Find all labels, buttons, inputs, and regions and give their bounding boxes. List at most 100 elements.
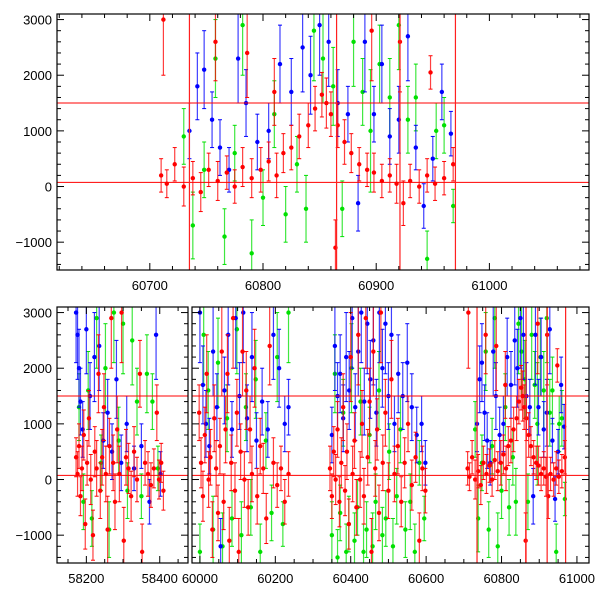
data-point-red bbox=[428, 55, 433, 90]
data-point-green bbox=[286, 307, 291, 364]
marker bbox=[356, 332, 361, 338]
x-tick-label: 60000 bbox=[182, 571, 218, 586]
marker bbox=[550, 438, 555, 443]
marker bbox=[389, 377, 394, 382]
data-point-blue bbox=[518, 307, 523, 369]
data-point-red bbox=[331, 426, 336, 478]
marker bbox=[332, 343, 338, 349]
data-point-red bbox=[281, 133, 286, 174]
marker bbox=[428, 70, 433, 75]
data-point-blue bbox=[218, 517, 223, 563]
x-tick-label: 60800 bbox=[245, 278, 281, 293]
marker bbox=[365, 455, 370, 460]
marker bbox=[483, 332, 488, 338]
marker bbox=[503, 382, 508, 388]
marker bbox=[501, 421, 506, 427]
data-point-red bbox=[244, 14, 250, 98]
marker bbox=[112, 499, 118, 504]
data-point-red bbox=[492, 440, 497, 481]
marker bbox=[230, 315, 236, 321]
data-point-red bbox=[374, 398, 380, 461]
data-point-red bbox=[553, 451, 559, 486]
marker bbox=[413, 95, 419, 100]
data-point-blue bbox=[300, 14, 305, 93]
marker bbox=[386, 449, 392, 454]
data-point-red bbox=[81, 409, 86, 461]
data-point-blue bbox=[282, 395, 287, 453]
marker bbox=[109, 315, 114, 321]
marker bbox=[286, 310, 291, 315]
marker bbox=[489, 443, 495, 449]
marker bbox=[331, 449, 336, 454]
data-point-red bbox=[98, 462, 103, 519]
plot-area bbox=[192, 307, 589, 563]
data-point-red bbox=[240, 307, 245, 397]
marker bbox=[150, 399, 155, 404]
data-point-blue bbox=[222, 356, 227, 425]
data-point-blue bbox=[276, 328, 282, 408]
data-point-red bbox=[267, 307, 272, 386]
marker bbox=[351, 39, 356, 45]
data-point-red bbox=[224, 155, 229, 190]
marker bbox=[217, 443, 223, 449]
marker bbox=[494, 343, 499, 349]
marker bbox=[352, 438, 357, 443]
data-point-red bbox=[481, 445, 486, 481]
y-tick-label: 2000 bbox=[23, 361, 52, 376]
data-point-red bbox=[394, 163, 399, 204]
marker bbox=[78, 399, 83, 404]
data-point-blue bbox=[355, 174, 361, 232]
data-point-red bbox=[159, 442, 164, 483]
data-point-red bbox=[252, 328, 257, 408]
data-point-green bbox=[197, 523, 203, 563]
marker bbox=[215, 360, 221, 365]
data-point-red bbox=[90, 509, 96, 561]
data-point-red bbox=[107, 417, 112, 475]
data-point-red bbox=[219, 307, 224, 397]
data-point-red bbox=[357, 451, 363, 508]
marker bbox=[308, 73, 313, 78]
marker bbox=[512, 338, 517, 343]
marker bbox=[558, 382, 564, 388]
marker bbox=[383, 516, 388, 521]
data-point-red bbox=[328, 91, 334, 137]
data-point-red bbox=[535, 307, 540, 375]
data-point-red bbox=[196, 384, 202, 442]
x-tick-label: 60700 bbox=[132, 278, 168, 293]
marker bbox=[219, 349, 224, 354]
data-point-green bbox=[386, 423, 392, 481]
data-point-blue bbox=[379, 24, 385, 104]
marker bbox=[423, 488, 428, 493]
marker bbox=[206, 167, 211, 173]
data-point-green bbox=[398, 395, 403, 464]
marker bbox=[541, 388, 546, 393]
marker bbox=[552, 496, 558, 502]
marker bbox=[348, 354, 353, 360]
marker bbox=[337, 371, 343, 376]
data-point-green bbox=[303, 174, 309, 243]
marker bbox=[344, 449, 350, 454]
marker bbox=[329, 432, 335, 438]
marker bbox=[389, 332, 394, 338]
marker bbox=[525, 499, 531, 504]
data-point-red bbox=[151, 448, 157, 489]
data-point-blue bbox=[255, 113, 260, 171]
data-point-red bbox=[306, 102, 311, 149]
marker bbox=[399, 499, 404, 504]
marker bbox=[229, 460, 234, 466]
y-tick-label: 1000 bbox=[23, 417, 52, 432]
marker bbox=[485, 438, 490, 443]
marker bbox=[210, 349, 216, 354]
data-point-green bbox=[130, 307, 135, 386]
marker bbox=[355, 201, 361, 206]
marker bbox=[378, 310, 384, 315]
data-point-red bbox=[181, 166, 186, 207]
marker bbox=[161, 17, 166, 22]
data-point-red bbox=[110, 434, 116, 492]
marker bbox=[107, 443, 112, 449]
marker bbox=[269, 510, 274, 516]
marker bbox=[340, 404, 346, 410]
marker bbox=[209, 117, 215, 122]
y-tick-label: 2000 bbox=[23, 68, 52, 83]
